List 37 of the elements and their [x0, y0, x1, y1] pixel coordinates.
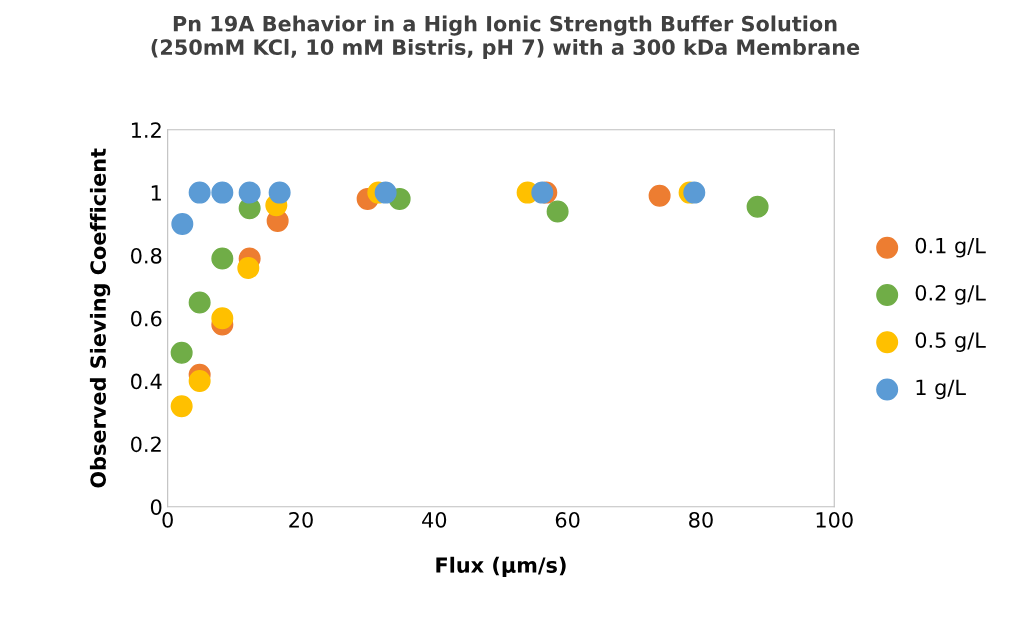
legend-label: 0.5 g/L — [915, 332, 986, 352]
point — [188, 370, 211, 393]
point — [683, 181, 706, 204]
point — [648, 184, 671, 207]
x-tick-label: 100 — [816, 511, 853, 528]
point — [188, 181, 211, 204]
point — [188, 291, 211, 314]
y-tick-label: 0.2 — [131, 436, 161, 453]
point — [211, 247, 234, 270]
y-tick-label: 1 — [151, 185, 161, 201]
x-tick-label: 20 — [289, 511, 313, 528]
x-tick-label: 60 — [555, 511, 580, 528]
y-tick-label: 0.8 — [131, 247, 162, 264]
point — [171, 213, 194, 236]
legend-label: 1 g/L — [916, 379, 966, 400]
point — [238, 181, 261, 204]
x-axis-title: Flux (µm/s) — [436, 556, 566, 577]
point — [374, 181, 397, 204]
point — [237, 257, 260, 280]
point — [211, 307, 234, 330]
legend-label: 0.1 g/L — [915, 237, 986, 258]
x-tick-label: 0 — [162, 511, 173, 528]
point — [746, 195, 769, 218]
y-tick-label: 1.2 — [131, 122, 161, 138]
y-axis-title: Observed Sieving Coefficient — [89, 148, 111, 488]
legend-label: 0.2 g/L — [915, 284, 986, 305]
point — [170, 395, 193, 418]
y-tick-label: 0 — [150, 499, 162, 515]
point — [211, 181, 234, 204]
y-tick-label: 0.4 — [131, 373, 162, 390]
chart-title: Pn 19A Behavior in a High Ionic Strength Buffer Solution (250mM KCl, 10 mM Bistris, pH 7) with a 300 kDa Membrane — [151, 15, 860, 60]
x-tick-label: 40 — [422, 511, 447, 528]
point — [170, 341, 193, 364]
point — [546, 200, 569, 223]
y-tick-label: 0.6 — [131, 310, 162, 327]
point — [268, 181, 291, 204]
x-tick-label: 80 — [689, 511, 713, 528]
